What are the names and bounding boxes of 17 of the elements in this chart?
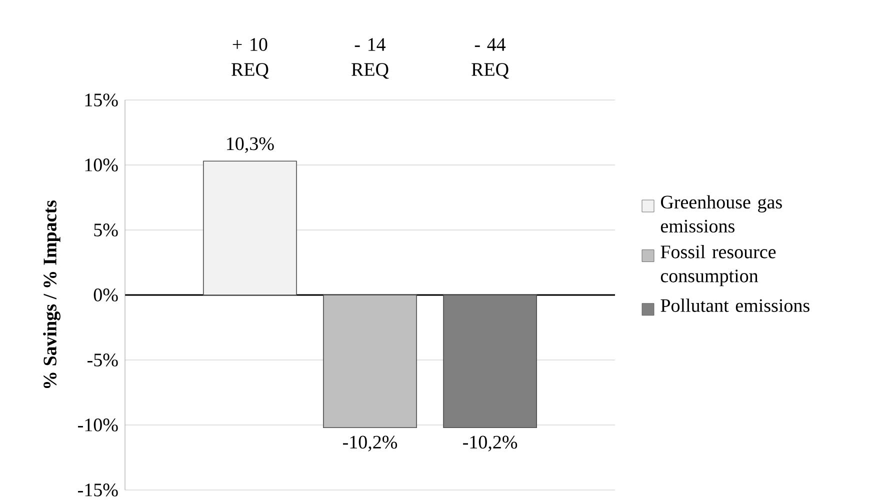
y-tick-label: 10% bbox=[85, 158, 118, 172]
text: - 44 REQ bbox=[472, 38, 509, 79]
data-label: -10,2% bbox=[343, 436, 398, 452]
text: + 10 REQ bbox=[232, 38, 269, 79]
y-tick-label: -5% bbox=[88, 354, 118, 366]
data-label: -10,2% bbox=[463, 436, 518, 452]
legend-label: Fossil resource consumption bbox=[660, 244, 776, 286]
y-tick-label: 0% bbox=[94, 288, 118, 302]
legend-label: Greenhouse gas emissions bbox=[660, 195, 782, 233]
data-label: 10,3% bbox=[227, 137, 274, 153]
y-tick-label: -15% bbox=[78, 484, 118, 496]
legend-label: Pollutant emissions bbox=[660, 298, 810, 312]
y-tick-label: 15% bbox=[85, 94, 118, 106]
y-tick-label: -10% bbox=[78, 418, 118, 432]
y-axis-title: % Savings / % Impacts bbox=[43, 200, 60, 388]
text: - 14 REQ bbox=[352, 38, 389, 79]
y-tick-label: 5% bbox=[94, 224, 118, 236]
